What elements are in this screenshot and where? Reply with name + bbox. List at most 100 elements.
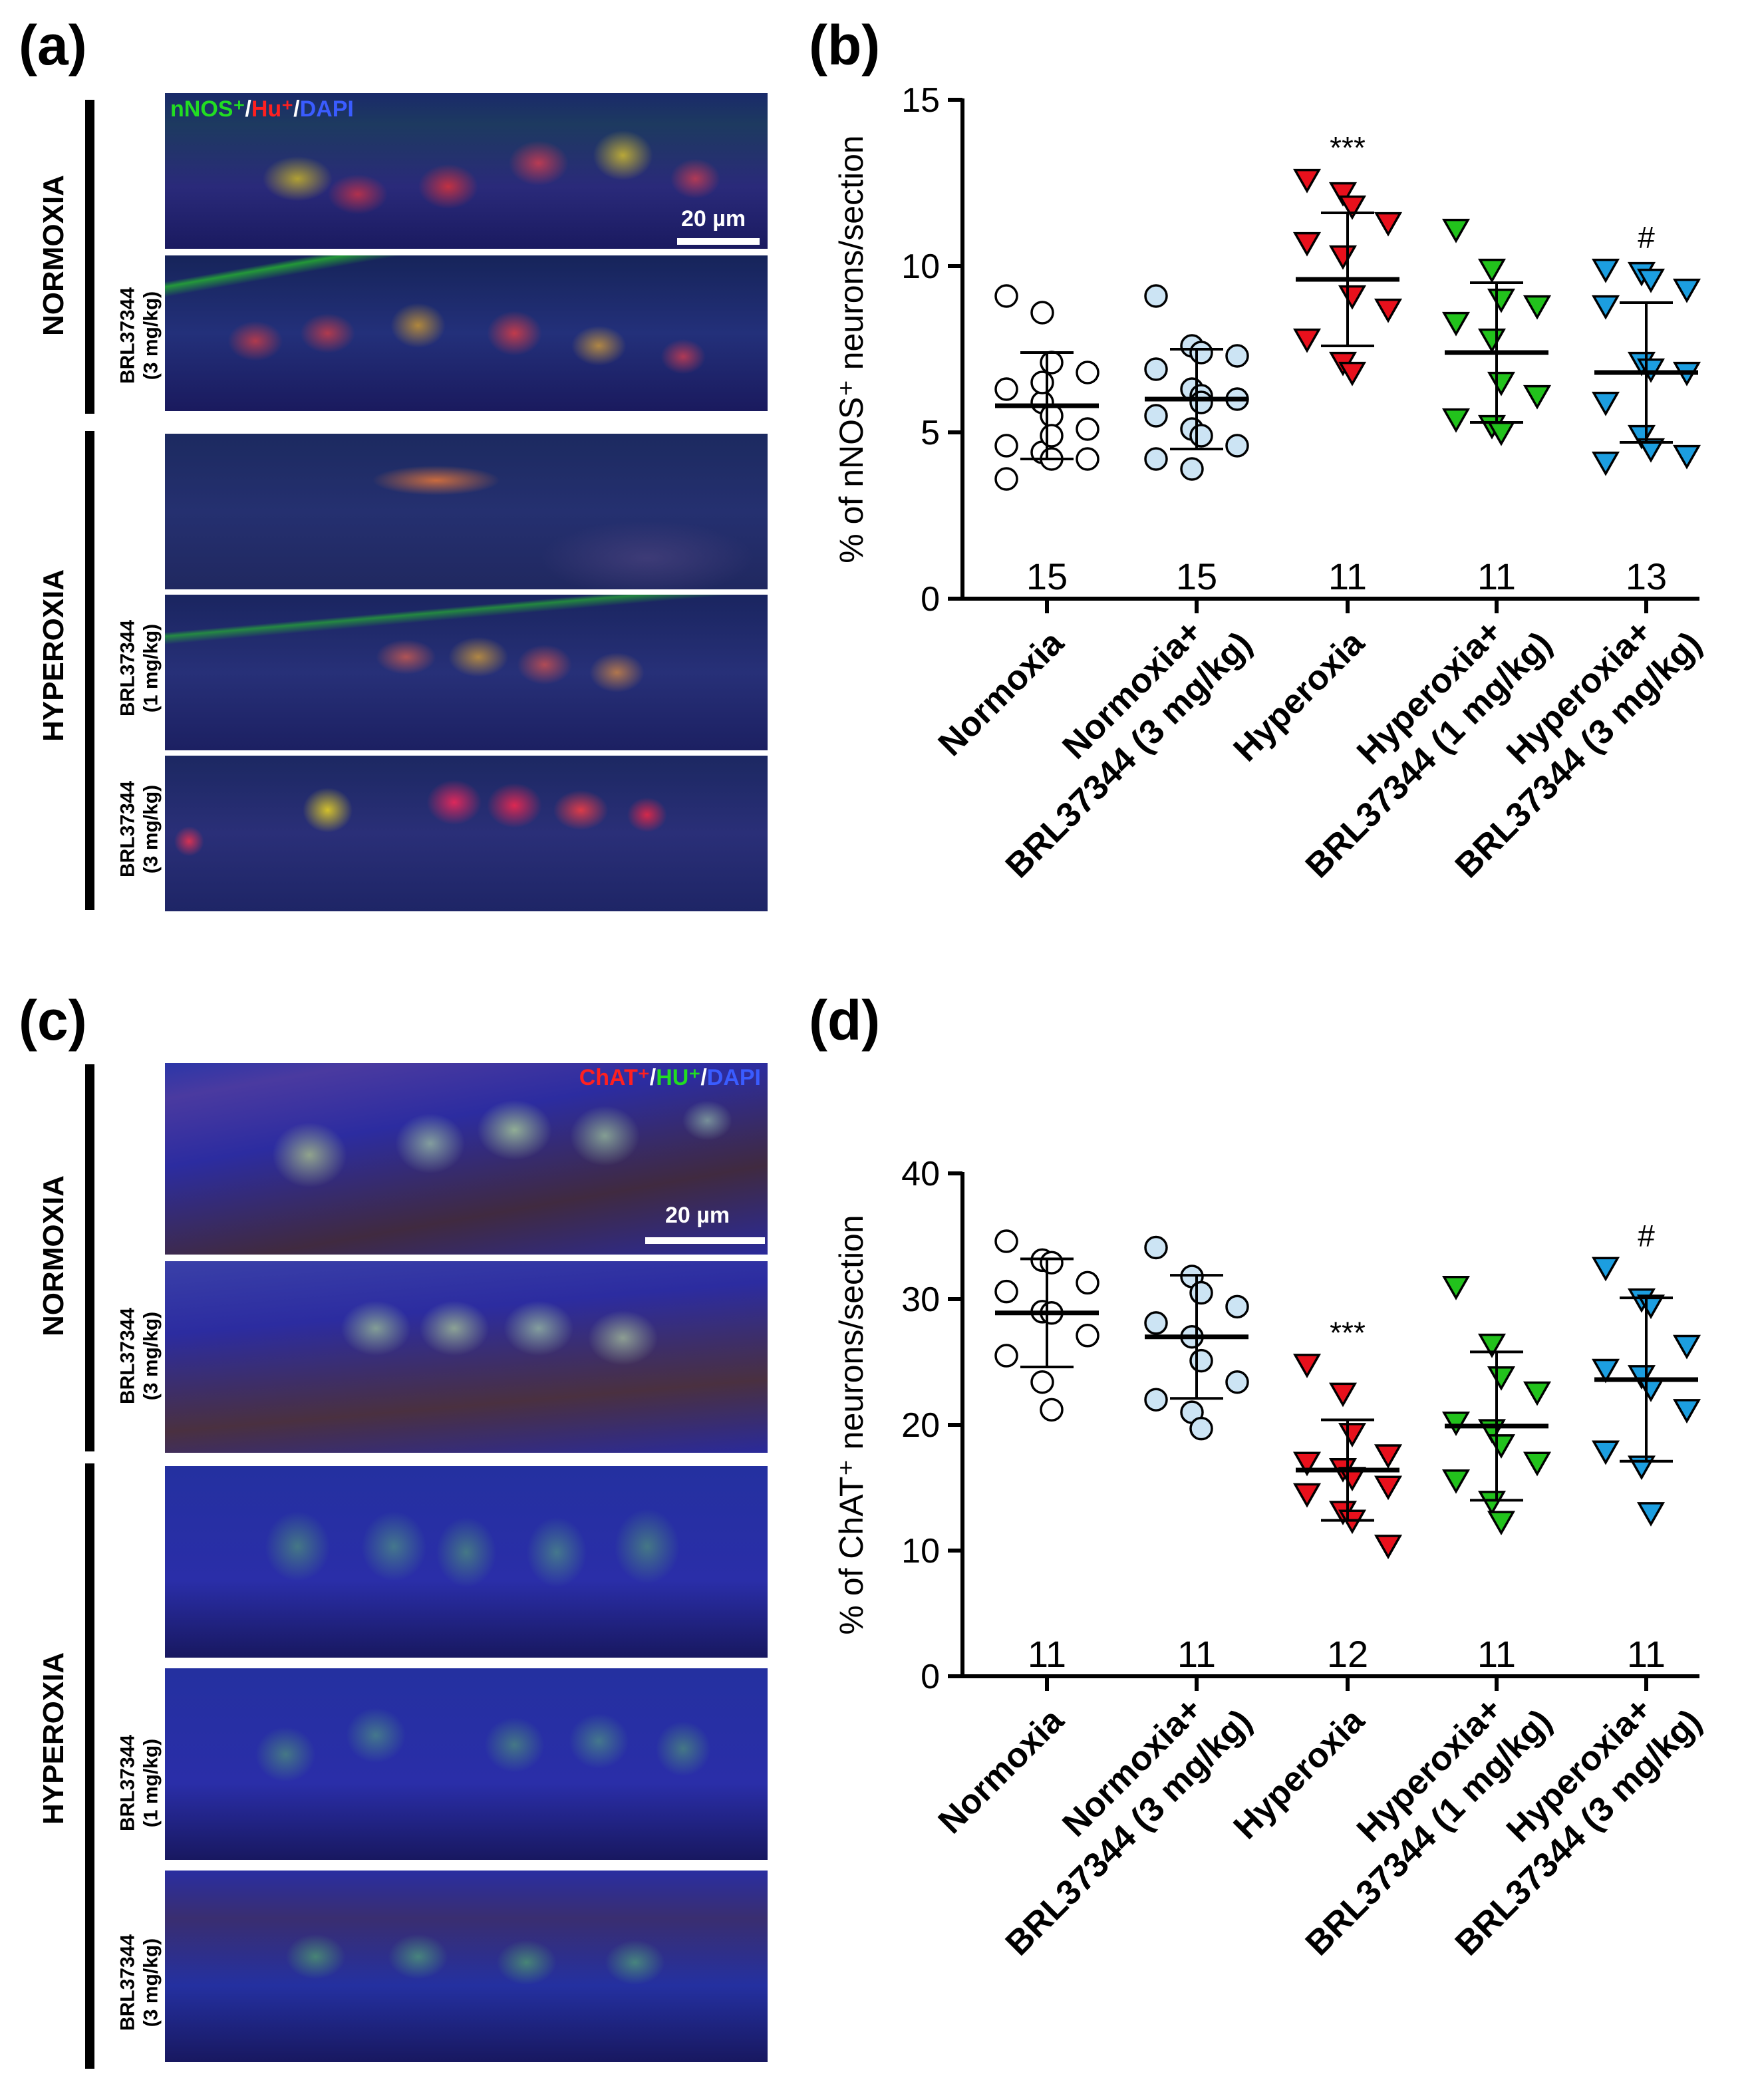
data-point (1040, 351, 1064, 375)
data-point (994, 1279, 1018, 1304)
data-point (1374, 298, 1403, 323)
hyperoxia-group-label: HYPEROXIA (37, 569, 70, 742)
data-point (1591, 391, 1620, 416)
sample-size-label: 11 (1477, 1633, 1516, 1675)
normoxia-group-bar (85, 100, 94, 414)
data-point (1040, 1251, 1064, 1275)
chart-b-nnos: 0 5 10 15 % of nNOS⁺ neurons/section 15 Normox… (833, 81, 1709, 885)
y-tick-label: 5 (921, 414, 940, 452)
row-label-a2-line1: BRL37344 (116, 287, 139, 384)
data-point (994, 284, 1018, 308)
row-label-c4: BRL37344 (1 mg/kg) (117, 1704, 163, 1863)
data-point (1030, 1370, 1054, 1394)
y-tick-label: 10 (901, 1532, 940, 1571)
y-tick-label: 30 (901, 1280, 940, 1319)
sample-size-label: 11 (1328, 555, 1367, 597)
data-point (1292, 1451, 1322, 1477)
data-point (1591, 1257, 1620, 1282)
data-point (1487, 1434, 1516, 1459)
data-point (994, 1344, 1018, 1368)
data-point (1636, 268, 1666, 293)
data-point (1189, 424, 1213, 448)
scale-bar-label-a: 20 µm (681, 206, 746, 231)
data-point (1374, 1535, 1403, 1560)
row-label-a4-line2: (1 mg/kg) (140, 623, 162, 713)
data-point (1441, 218, 1471, 243)
stain-sep-c1: / (649, 1065, 657, 1090)
scale-bar-c (645, 1237, 765, 1244)
data-point (1076, 1324, 1099, 1348)
row-label-a5-line2: (3 mg/kg) (140, 784, 162, 874)
panel-a-label: (a) (19, 14, 87, 76)
data-point (1636, 438, 1666, 463)
data-point (1076, 361, 1099, 384)
data-point (1523, 1451, 1552, 1477)
data-point (1292, 328, 1322, 353)
data-point (1591, 1440, 1620, 1465)
data-point (1144, 404, 1168, 428)
data-point (1591, 1358, 1620, 1384)
data-point (1591, 451, 1620, 476)
data-point (1441, 1412, 1471, 1436)
data-point (1441, 311, 1471, 337)
data-point (1189, 1348, 1213, 1373)
data-point (1144, 447, 1168, 471)
data-point (1144, 357, 1168, 381)
sample-size-label: 11 (1627, 1633, 1666, 1675)
data-point (1328, 1382, 1358, 1408)
data-point (1441, 1469, 1471, 1494)
data-point (1523, 295, 1552, 320)
data-point (1180, 457, 1204, 481)
panel-d-label: (d) (809, 989, 881, 1052)
data-point (1144, 1388, 1168, 1412)
significance-marker: # (1638, 1219, 1655, 1253)
data-point (1040, 424, 1064, 448)
x-category-line2: BRL37344 (3 mg/kg) (1448, 625, 1709, 885)
data-point (994, 467, 1018, 491)
data-point (1591, 295, 1620, 320)
x-category-label: Normoxia (931, 623, 1072, 764)
micrograph-c3-hyperoxia (165, 1466, 768, 1658)
y-tick-label: 0 (921, 580, 940, 619)
data-point (1523, 384, 1552, 410)
x-category-label: Normoxia (931, 1701, 1072, 1841)
x-category-line2: BRL37344 (3 mg/kg) (1448, 1702, 1709, 1963)
row-label-a4-line1: BRL37344 (116, 619, 139, 717)
data-point (1374, 1475, 1403, 1501)
micrograph-a1-normoxia: nNOS⁺/Hu⁺/DAPI 20 µm (165, 93, 768, 249)
data-point (1487, 1511, 1516, 1536)
sample-size-label: 15 (1026, 555, 1068, 597)
data-point (1076, 447, 1099, 471)
micrograph-c2-normoxia-brl3 (165, 1261, 768, 1453)
data-point (1292, 231, 1322, 257)
sample-size-label: 11 (1028, 1633, 1066, 1675)
data-point (994, 434, 1018, 458)
y-tick-label: 10 (901, 247, 940, 286)
significance-marker: *** (1330, 130, 1366, 165)
stain-legend-c: ChAT⁺/HU⁺/DAPI (579, 1064, 761, 1091)
sample-size-label: 13 (1626, 555, 1667, 597)
y-tick-label: 20 (901, 1406, 940, 1445)
data-point (1672, 444, 1701, 470)
data-point (1030, 371, 1054, 394)
sample-size-label: 15 (1176, 555, 1217, 597)
stain-dapi: DAPI (299, 96, 354, 122)
hyperoxia-group-label-c: HYPEROXIA (37, 1652, 70, 1825)
data-point (1292, 1354, 1322, 1378)
data-point (1225, 344, 1249, 368)
row-label-c5-line1: BRL37344 (116, 1934, 139, 2031)
row-label-c2: BRL37344 (3 mg/kg) (117, 1276, 163, 1436)
data-point (1225, 434, 1249, 458)
stain-dapi-c: DAPI (706, 1065, 761, 1090)
normoxia-group-label: NORMOXIA (37, 175, 70, 336)
normoxia-group-label-c: NORMOXIA (37, 1175, 70, 1336)
panel-b-label: (b) (809, 14, 881, 76)
data-point (1477, 328, 1507, 353)
data-point (1487, 288, 1516, 313)
data-point (1144, 1311, 1168, 1335)
x-category-label: Normoxia+BRL37344 (3 mg/kg) (998, 1690, 1259, 1963)
data-point (1338, 1423, 1367, 1447)
data-point (1672, 1399, 1701, 1424)
data-point (1672, 1334, 1701, 1360)
row-label-c5-line2: (3 mg/kg) (140, 1938, 162, 2027)
